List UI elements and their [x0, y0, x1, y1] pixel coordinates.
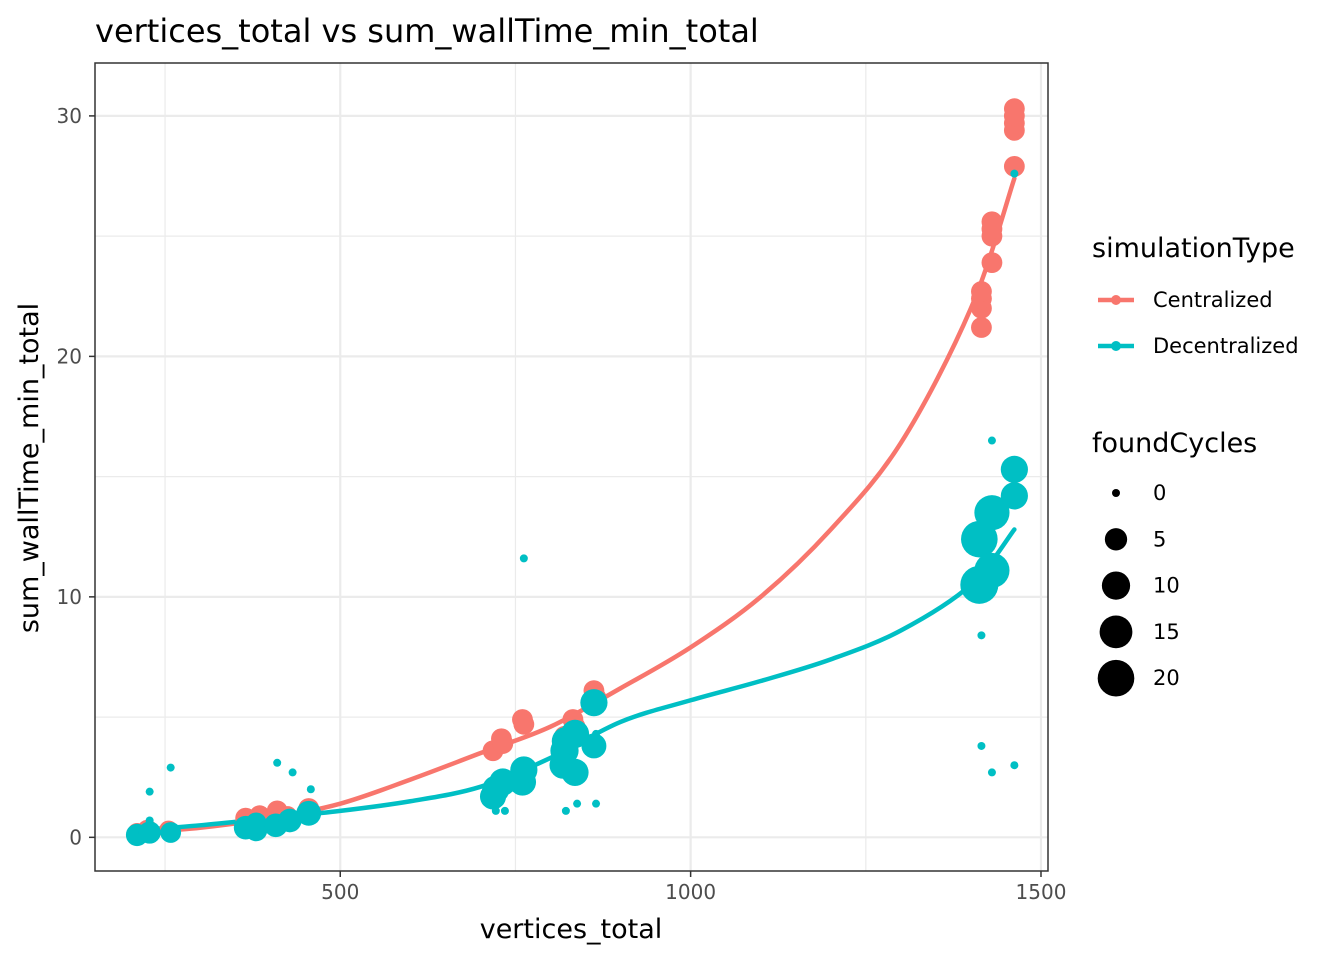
data-point-decentralized — [166, 763, 175, 772]
size-legend: foundCycles 0 5 10 15 20 — [1092, 428, 1257, 697]
data-points — [125, 98, 1028, 847]
chart-title: vertices_total vs sum_wallTime_min_total — [95, 12, 759, 50]
x-tick-label: 1000 — [665, 880, 716, 904]
data-point-centralized — [1003, 98, 1025, 120]
data-point-centralized — [513, 713, 535, 735]
data-point-decentralized — [489, 768, 517, 796]
data-point-decentralized — [1010, 169, 1019, 178]
data-point-decentralized — [1000, 455, 1028, 484]
size-legend-label: 15 — [1153, 620, 1180, 644]
data-point-decentralized — [500, 806, 509, 815]
data-point-decentralized — [145, 816, 154, 825]
data-point-decentralized — [510, 756, 538, 784]
data-point-decentralized — [961, 520, 998, 558]
size-legend-marker — [1104, 528, 1128, 551]
size-legend-marker — [1112, 489, 1120, 497]
y-axis-label: sum_wallTime_min_total — [14, 303, 45, 633]
data-point-decentralized — [519, 554, 528, 563]
y-axis: 0 10 20 30 — [57, 104, 95, 849]
data-point-decentralized — [987, 436, 996, 445]
x-tick-label: 500 — [321, 880, 359, 904]
y-tick-label: 0 — [69, 825, 82, 849]
data-point-decentralized — [145, 787, 154, 796]
data-point-decentralized — [561, 758, 589, 787]
legend-marker — [1111, 295, 1121, 305]
size-legend-title: foundCycles — [1092, 428, 1257, 459]
x-tick-label: 1500 — [1016, 880, 1067, 904]
data-point-decentralized — [245, 812, 267, 834]
size-legend-label: 10 — [1153, 574, 1180, 598]
data-point-decentralized — [288, 768, 297, 777]
y-tick-label: 20 — [57, 344, 82, 368]
data-point-decentralized — [592, 729, 601, 738]
data-point-centralized — [971, 281, 992, 302]
data-point-decentralized — [987, 768, 996, 777]
size-legend-label: 0 — [1153, 481, 1166, 505]
size-legend-marker — [1099, 615, 1133, 649]
plot-border — [94, 62, 1049, 872]
legend-label: Decentralized — [1153, 334, 1299, 358]
data-point-decentralized — [296, 800, 322, 826]
data-point-decentralized — [138, 821, 161, 844]
y-tick-label: 10 — [57, 585, 82, 609]
data-point-centralized — [971, 317, 992, 338]
data-point-decentralized — [560, 719, 590, 749]
data-point-decentralized — [160, 822, 182, 843]
grid-lines — [95, 63, 1048, 871]
size-legend-label: 20 — [1153, 666, 1180, 690]
data-point-decentralized — [573, 799, 582, 808]
data-point-decentralized — [1000, 482, 1028, 510]
data-point-decentralized — [581, 733, 607, 759]
data-point-centralized — [492, 733, 514, 754]
data-point-decentralized — [974, 552, 1010, 588]
legend-marker — [1111, 341, 1121, 351]
x-axis-label: vertices_total — [480, 914, 663, 945]
data-point-decentralized — [277, 808, 302, 833]
data-point-decentralized — [974, 495, 1010, 531]
color-legend-title: simulationType — [1092, 233, 1295, 264]
data-point-centralized — [981, 211, 1003, 233]
color-legend: simulationType Centralized Decentralized — [1092, 233, 1299, 358]
data-point-decentralized — [592, 799, 601, 808]
data-point-decentralized — [273, 758, 282, 767]
data-point-centralized — [981, 252, 1003, 273]
data-point-decentralized — [491, 806, 500, 815]
data-point-decentralized — [977, 631, 986, 640]
data-point-decentralized — [977, 741, 986, 750]
y-tick-label: 30 — [57, 104, 82, 128]
data-point-decentralized — [561, 806, 570, 815]
size-legend-marker — [1097, 659, 1135, 697]
size-legend-marker — [1101, 571, 1131, 600]
size-legend-label: 5 — [1153, 527, 1166, 551]
data-point-decentralized — [306, 785, 315, 794]
legend-label: Centralized — [1153, 288, 1273, 312]
data-point-centralized — [1003, 156, 1025, 177]
x-axis: 500 1000 1500 — [321, 871, 1066, 904]
data-point-decentralized — [580, 689, 608, 717]
data-point-decentralized — [1010, 761, 1019, 770]
